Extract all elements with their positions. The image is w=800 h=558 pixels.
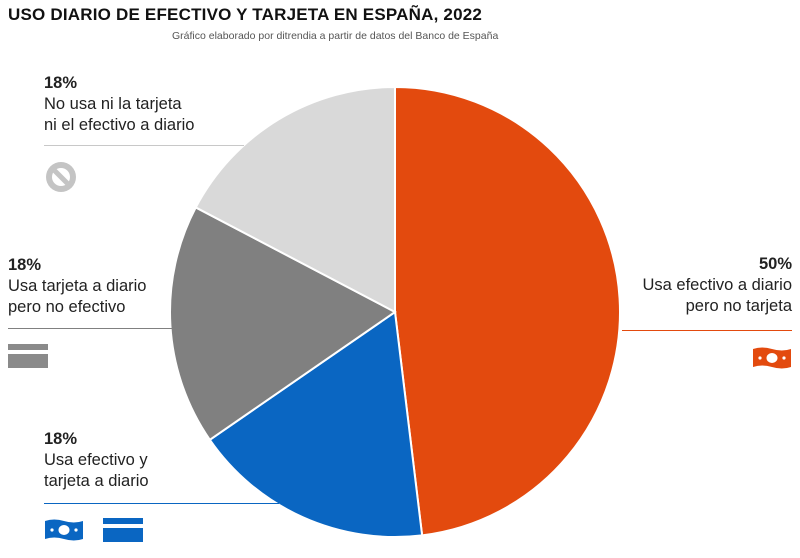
label-card: 18% Usa tarjeta a diario pero no efectiv… bbox=[8, 255, 147, 318]
label-card-text-1: Usa tarjeta a diario bbox=[8, 277, 147, 295]
slice-cash-only bbox=[394, 85, 621, 537]
slice-card-only bbox=[169, 206, 397, 442]
leader-line-card bbox=[8, 328, 173, 329]
label-neither: 18% No usa ni la tarjeta ni el efectivo … bbox=[44, 73, 194, 136]
slice-neither bbox=[194, 85, 396, 314]
label-neither-text-2: ni el efectivo a diario bbox=[44, 116, 195, 134]
banknote-icon-blue bbox=[44, 517, 84, 548]
leader-line-cash bbox=[622, 330, 792, 331]
label-both-value: 18% bbox=[44, 430, 78, 448]
label-cash-text-1: Usa efectivo a diario bbox=[642, 276, 793, 294]
leader-line-neither bbox=[44, 145, 244, 146]
label-cash-text-2: pero no tarjeta bbox=[685, 297, 792, 315]
label-neither-text-1: No usa ni la tarjeta bbox=[44, 95, 182, 113]
chart-title: USO DIARIO DE EFECTIVO Y TARJETA EN ESPA… bbox=[8, 5, 483, 24]
label-cash: 50% Usa efectivo a diario pero no tarjet… bbox=[592, 254, 793, 317]
credit-card-icon bbox=[8, 344, 48, 373]
chart-subtitle: Gráfico elaborado por ditrendia a partir… bbox=[172, 30, 499, 42]
label-cash-value: 50% bbox=[758, 255, 792, 273]
label-both-text-2: tarjeta a diario bbox=[44, 472, 149, 490]
label-card-text-2: pero no efectivo bbox=[8, 298, 126, 316]
prohibited-icon bbox=[44, 160, 78, 199]
label-card-value: 18% bbox=[8, 256, 42, 274]
label-both-text-1: Usa efectivo y bbox=[44, 451, 148, 469]
leader-line-both bbox=[44, 503, 279, 504]
banknote-icon bbox=[752, 345, 792, 376]
label-both: 18% Usa efectivo y tarjeta a diario bbox=[44, 429, 149, 492]
label-neither-value: 18% bbox=[44, 74, 78, 92]
slice-cash-and-card bbox=[208, 310, 424, 538]
credit-card-icon-blue bbox=[103, 518, 143, 547]
